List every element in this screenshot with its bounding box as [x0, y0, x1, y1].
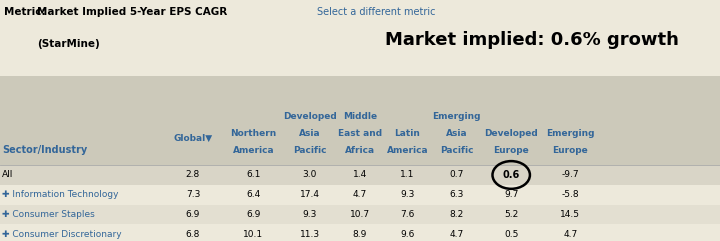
Text: 10.1: 10.1: [243, 230, 264, 239]
Text: 9.7: 9.7: [504, 190, 518, 199]
Text: Market implied: 0.6% growth: Market implied: 0.6% growth: [385, 31, 679, 49]
Text: 1.1: 1.1: [400, 170, 415, 180]
Text: Europe: Europe: [552, 147, 588, 155]
Text: East and: East and: [338, 129, 382, 138]
Text: 5.2: 5.2: [504, 210, 518, 219]
Text: 11.3: 11.3: [300, 230, 320, 239]
Text: Market Implied 5-Year EPS CAGR: Market Implied 5-Year EPS CAGR: [37, 7, 228, 17]
Text: 7.6: 7.6: [400, 210, 415, 219]
Text: Europe: Europe: [493, 147, 529, 155]
Text: Africa: Africa: [345, 147, 375, 155]
Text: Metric:: Metric:: [4, 7, 45, 17]
Text: Pacific: Pacific: [293, 147, 326, 155]
Text: 9.6: 9.6: [400, 230, 415, 239]
Text: Latin: Latin: [395, 129, 420, 138]
Text: 1.4: 1.4: [353, 170, 367, 180]
Text: 7.3: 7.3: [186, 190, 200, 199]
Text: 6.1: 6.1: [246, 170, 261, 180]
Text: 9.3: 9.3: [400, 190, 415, 199]
Text: 3.0: 3.0: [302, 170, 317, 180]
Text: America: America: [233, 147, 274, 155]
Text: 4.7: 4.7: [353, 190, 367, 199]
Text: Asia: Asia: [446, 129, 467, 138]
Text: 6.9: 6.9: [246, 210, 261, 219]
Text: -5.8: -5.8: [562, 190, 579, 199]
Text: All: All: [2, 170, 14, 180]
Text: Middle: Middle: [343, 112, 377, 121]
Text: Pacific: Pacific: [440, 147, 473, 155]
Text: 0.7: 0.7: [449, 170, 464, 180]
Text: 14.5: 14.5: [560, 210, 580, 219]
Text: 6.9: 6.9: [186, 210, 200, 219]
Text: Sector/Industry: Sector/Industry: [2, 146, 87, 155]
Text: Global▼: Global▼: [174, 134, 212, 143]
Text: 0.5: 0.5: [504, 230, 518, 239]
Text: Emerging: Emerging: [546, 129, 595, 138]
Text: 6.8: 6.8: [186, 230, 200, 239]
Text: 17.4: 17.4: [300, 190, 320, 199]
Text: Select a different metric: Select a different metric: [317, 7, 436, 17]
Text: 2.8: 2.8: [186, 170, 200, 180]
Text: 9.3: 9.3: [302, 210, 317, 219]
Text: 6.4: 6.4: [246, 190, 261, 199]
Text: ✚ Consumer Staples: ✚ Consumer Staples: [2, 210, 95, 219]
Text: (StarMine): (StarMine): [37, 39, 100, 48]
Text: 0.6: 0.6: [503, 170, 520, 180]
Text: Developed: Developed: [485, 129, 538, 138]
Text: Northern: Northern: [230, 129, 276, 138]
Text: 10.7: 10.7: [350, 210, 370, 219]
Text: 4.7: 4.7: [563, 230, 577, 239]
Text: Emerging: Emerging: [432, 112, 481, 121]
Text: ✚ Consumer Discretionary: ✚ Consumer Discretionary: [2, 230, 122, 239]
Text: Developed: Developed: [283, 112, 336, 121]
Text: -9.7: -9.7: [562, 170, 579, 180]
Text: America: America: [387, 147, 428, 155]
Text: 8.2: 8.2: [449, 210, 464, 219]
Text: 8.9: 8.9: [353, 230, 367, 239]
Text: Asia: Asia: [299, 129, 320, 138]
Text: 6.3: 6.3: [449, 190, 464, 199]
Text: ✚ Information Technology: ✚ Information Technology: [2, 190, 119, 199]
Text: 4.7: 4.7: [449, 230, 464, 239]
